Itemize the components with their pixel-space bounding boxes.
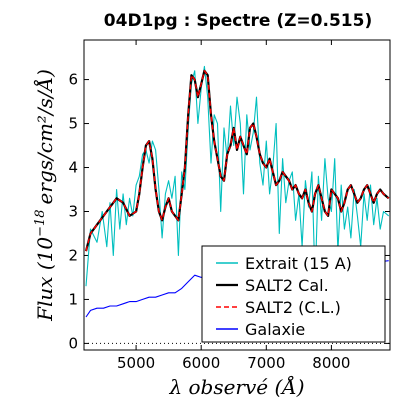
- y-axis-label-prefix: Flux (10: [33, 237, 57, 322]
- legend-label: Extrait (15 A): [245, 254, 352, 273]
- x-tick-label: 6000: [182, 354, 220, 372]
- plot-frame: [83, 39, 391, 351]
- x-tick-label: 5000: [117, 354, 155, 372]
- x-axis-label: λ observé (Å): [168, 374, 304, 399]
- y-axis-ticks: 0 1 2 3 4 5 6: [68, 71, 390, 352]
- x-tick-label: 7000: [247, 354, 285, 372]
- legend-items: Extrait (15 A) SALT2 Cal. SALT2 (C.L.) Gala…: [216, 254, 352, 339]
- series-line-salt2-c-l: [85, 70, 390, 252]
- legend: Extrait (15 A) SALT2 Cal. SALT2 (C.L.) Gala…: [201, 245, 386, 343]
- legend-label: SALT2 Cal.: [245, 276, 329, 295]
- x-tick-label: 8000: [312, 354, 350, 372]
- y-tick-label: 6: [68, 71, 78, 89]
- y-axis-label-suffix: ergs/cm²/s/Å): [32, 69, 57, 204]
- y-axis-label: Flux (10−18 ergs/cm²/s/Å): [32, 69, 57, 322]
- y-tick-label: 0: [68, 334, 78, 352]
- chart-title: 04D1pg : Spectre (Z=0.515): [104, 11, 372, 31]
- y-tick-label: 5: [68, 115, 78, 133]
- y-axis-label-exponent: −18: [33, 209, 48, 236]
- legend-box: [201, 245, 386, 343]
- legend-label: SALT2 (C.L.): [245, 298, 341, 317]
- legend-label: Galaxie: [245, 320, 305, 339]
- y-tick-label: 3: [68, 202, 78, 220]
- y-tick-label: 1: [68, 290, 78, 308]
- y-tick-label: 2: [68, 246, 78, 264]
- x-axis-ticks: 5000 6000 7000 8000: [117, 40, 350, 372]
- y-tick-label: 4: [68, 159, 78, 177]
